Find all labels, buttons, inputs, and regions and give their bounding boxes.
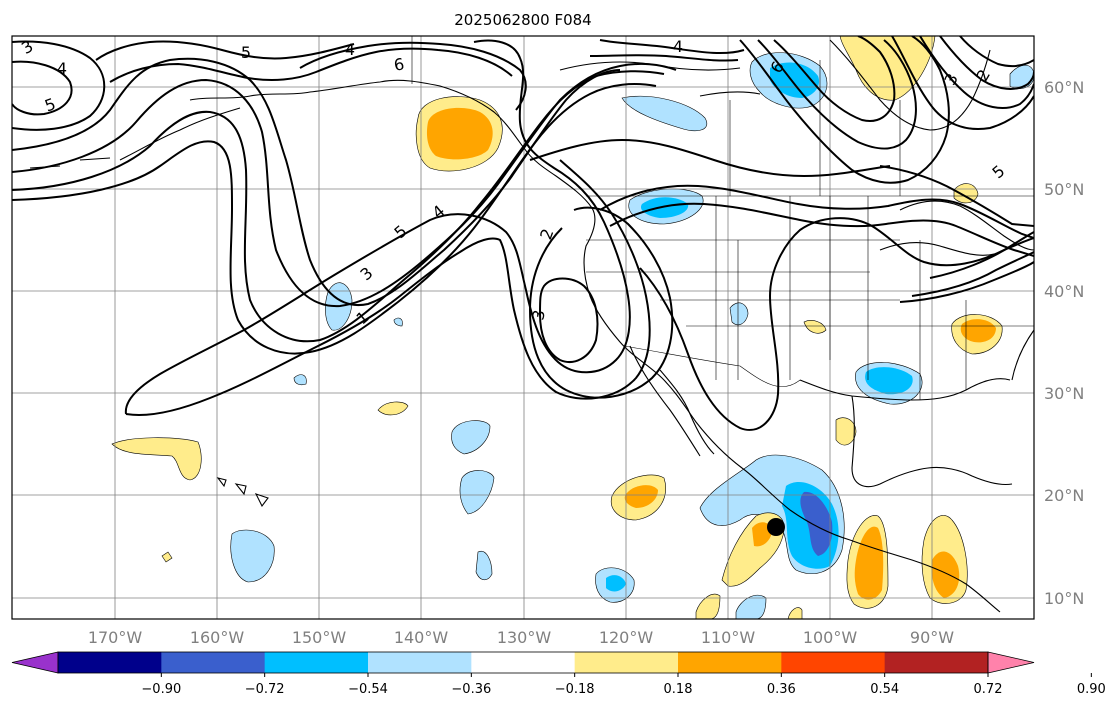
lon-label-130w: 130°W [497,628,552,647]
colorbar-tick-label: −0.54 [348,682,388,697]
map-border [11,35,1035,620]
contour-lines [12,36,1034,431]
storm-marker [767,518,785,536]
lon-label-170w: 170°W [88,628,143,647]
colorbar-tick-label: −0.90 [141,682,181,697]
colorbar-tick-label: −0.18 [555,682,595,697]
lat-label-50n: 50°N [1044,180,1084,199]
lon-label-90w: 90°W [910,628,954,647]
lon-tick-labels: 170°W 160°W 150°W 140°W 130°W 120°W 110°… [88,628,954,647]
colorbar-tick-label: 0.36 [767,682,796,697]
colorbar-tick-label: 0.18 [664,682,693,697]
colorbar-swatch [368,652,472,673]
lat-label-30n: 30°N [1044,384,1084,403]
lat-label-40n: 40°N [1044,282,1084,301]
colorbar-tick-label: 0.90 [1077,682,1105,697]
lon-label-100w: 100°W [803,628,858,647]
colorbar-swatch [781,652,886,673]
coastlines [29,39,1034,613]
lon-label-140w: 140°W [394,628,449,647]
colorbar-swatch [264,652,369,673]
colorbar: −0.90 −0.72 −0.54 −0.36 −0.18 0.18 0.36 0.54 0.7… [11,651,1105,697]
colorbar-swatch [58,652,162,673]
contour-label-5b: 5 [241,43,251,62]
colorbar-tick-label: 0.54 [870,682,899,697]
colorbar-extend-max [987,651,1035,674]
lat-label-10n: 10°N [1044,589,1084,608]
colorbar-tick-label: −0.36 [451,682,491,697]
contour-label-6: 6 [392,54,405,74]
lon-label-110w: 110°W [701,628,756,647]
colorbar-extend-min [11,651,59,674]
colorbar-swatch [161,652,266,673]
colorbar-frame [57,651,989,674]
lat-label-60n: 60°N [1044,78,1084,97]
colorbar-swatch [471,652,576,673]
contour-label-3b: 3 [528,308,548,321]
colorbar-swatch [884,652,989,673]
figure-title: 2025062800 F084 [454,11,591,29]
colorbar-swatch [678,652,782,673]
lon-label-150w: 150°W [292,628,347,647]
colorbar-tick-label: 0.72 [974,682,1003,697]
contour-label-4d: 4 [673,37,683,56]
lat-tick-labels: 60°N 50°N 40°N 30°N 20°N 10°N [1044,78,1084,608]
anomaly-shading [111,36,1034,619]
lat-label-20n: 20°N [1044,486,1084,505]
contour-label-4c: 4 [57,59,67,78]
colorbar-tick-label: −0.72 [245,682,285,697]
lon-label-120w: 120°W [599,628,654,647]
lon-label-160w: 160°W [190,628,245,647]
colorbar-swatch [574,652,679,673]
contour-label-4b: 4 [345,40,355,59]
